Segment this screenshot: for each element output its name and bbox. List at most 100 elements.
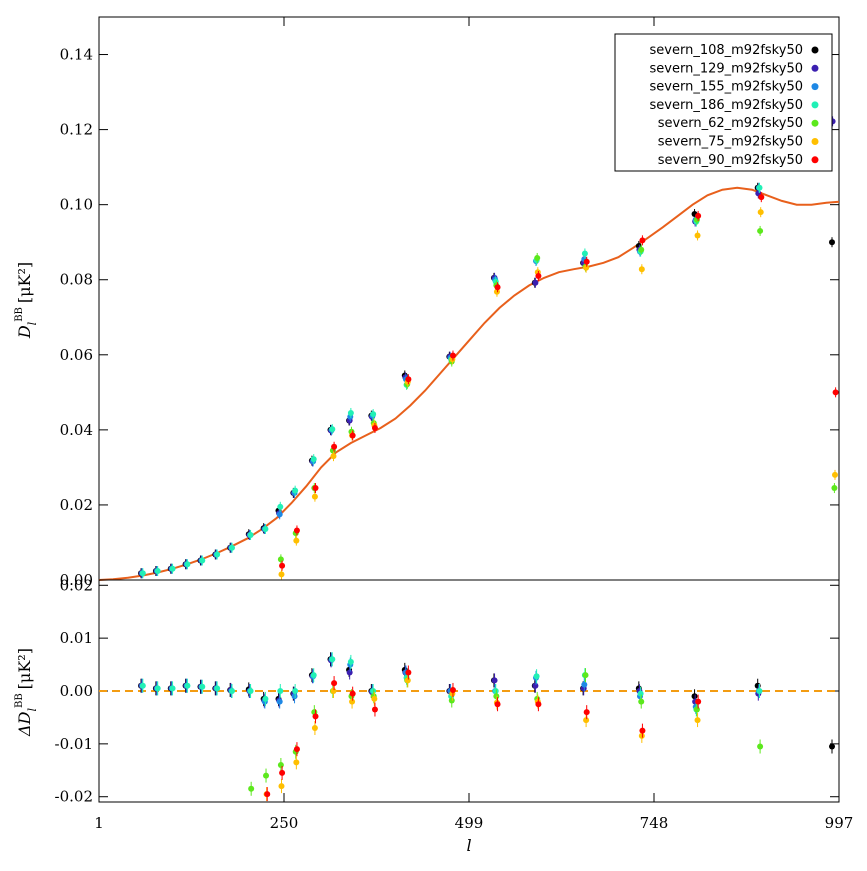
top-data-point	[639, 237, 646, 244]
top-data-point	[694, 232, 701, 239]
model-curve	[98, 186, 840, 581]
bottom-data-point	[756, 688, 763, 694]
x-tick-label: 997	[825, 814, 854, 832]
legend: severn_108_m92fsky50 severn_129_m92fsky50…	[614, 33, 833, 172]
legend-entry-label: severn_108_m92fsky50	[650, 43, 804, 58]
top-ytick-label: 0.12	[60, 121, 93, 139]
bottom-ytick-label: 0.01	[60, 629, 93, 647]
bottom-ylabel-sup: BB	[14, 693, 25, 708]
top-ytick-label: 0.10	[60, 196, 93, 214]
top-data-point	[757, 227, 764, 234]
top-data-point	[139, 570, 146, 577]
legend-marker	[811, 101, 819, 109]
top-data-point	[832, 389, 839, 396]
bottom-data-point	[694, 717, 701, 724]
top-data-point	[312, 485, 319, 492]
top-data-point	[828, 239, 835, 246]
bottom-data-point	[533, 673, 540, 680]
bottom-data-point	[535, 701, 542, 708]
legend-entry-label: severn_75_m92fsky50	[658, 135, 803, 150]
bottom-data-point	[277, 688, 284, 694]
top-ytick-label: 0.02	[60, 496, 93, 514]
bottom-data-point	[184, 682, 191, 689]
bottom-ytick-label: 0.02	[60, 576, 93, 594]
bottom-data-point	[263, 772, 270, 779]
top-ytick-label: 0.00	[60, 571, 93, 589]
top-data-point	[757, 209, 764, 216]
bottom-data-point	[448, 697, 455, 704]
svg-text:DlBB[μK²]: DlBB [μK²]	[14, 262, 39, 339]
bottom-data-point	[329, 656, 336, 663]
bottom-data-point	[199, 683, 206, 690]
top-ytick-label: 0.08	[60, 271, 93, 289]
top-data-point	[494, 284, 501, 291]
top-ylabel-unit: [μK²]	[15, 262, 34, 303]
top-data-point	[293, 527, 300, 534]
bottom-data-point	[370, 688, 377, 694]
top-ytick-label: 0.14	[60, 46, 93, 64]
legend-entry-label: severn_90_m92fsky50	[658, 153, 803, 168]
bottom-data-point	[247, 688, 254, 694]
top-data-point	[638, 266, 645, 273]
bottom-data-point	[371, 695, 378, 702]
bottom-data-points	[138, 652, 835, 802]
bottom-data-point	[757, 743, 764, 750]
bottom-panel: -0.02-0.010.000.010.021 250 499 748 997 ΔDlB…	[14, 576, 853, 855]
bottom-data-point	[693, 706, 700, 713]
top-ylabel-sub: l	[26, 321, 39, 325]
legend-marker	[811, 119, 819, 127]
top-data-point	[532, 279, 539, 286]
bottom-data-point	[310, 672, 317, 679]
top-ytick-label: 0.04	[60, 421, 93, 439]
bottom-data-point	[262, 695, 269, 702]
bottom-data-point	[277, 762, 284, 768]
top-data-point	[583, 264, 590, 271]
top-data-point	[293, 537, 300, 544]
top-data-point	[349, 432, 356, 439]
top-data-point	[331, 443, 338, 450]
bottom-data-point	[695, 698, 702, 705]
top-panel: 0.00 0.02 0.04 0.06 0.08 0.10 0.12 0.14 DlBB [μK…	[14, 16, 840, 589]
top-data-point	[292, 487, 299, 494]
bottom-ylabel-main: ΔD	[15, 711, 34, 737]
top-data-point	[154, 567, 161, 574]
legend-marker	[811, 46, 819, 54]
top-data-point	[169, 565, 176, 572]
bottom-data-point	[638, 732, 645, 739]
top-data-point	[228, 544, 235, 551]
bottom-data-point	[637, 690, 644, 697]
bottom-data-point	[139, 682, 146, 689]
top-data-point	[329, 426, 336, 433]
bottom-data-point	[638, 698, 645, 705]
bottom-data-point	[248, 785, 255, 792]
top-data-point	[535, 272, 542, 279]
bottom-data-point	[828, 743, 835, 750]
bottom-data-point	[639, 727, 646, 734]
top-data-point	[583, 258, 590, 265]
bottom-data-point	[278, 783, 285, 790]
top-y-axis-label: DlBB [μK²]	[14, 262, 39, 339]
top-data-point	[277, 556, 284, 563]
top-data-point	[347, 409, 354, 416]
top-data-point	[262, 525, 269, 532]
bottom-data-point	[532, 682, 539, 689]
bottom-data-point	[214, 685, 221, 692]
legend-marker	[811, 83, 819, 91]
bottom-data-point	[312, 713, 319, 720]
bottom-data-point	[349, 690, 356, 697]
bottom-data-point	[169, 685, 176, 692]
bottom-data-point	[581, 681, 588, 688]
bottom-data-point	[330, 688, 337, 694]
top-data-point	[278, 571, 285, 578]
legend-marker	[811, 64, 819, 72]
top-ylabel-sup: BB	[14, 307, 25, 322]
bottom-data-point	[494, 701, 501, 708]
bottom-data-point	[492, 688, 499, 694]
top-data-point	[405, 376, 412, 383]
bottom-ytick-label: -0.02	[55, 788, 93, 806]
bottom-ticks: -0.02 -0.01 0.00 0.01 0.02 1 250 499 748 997	[55, 576, 854, 832]
bottom-data-point	[493, 693, 500, 700]
top-data-point	[758, 194, 765, 201]
bottom-ylabel-sub: l	[26, 708, 39, 712]
